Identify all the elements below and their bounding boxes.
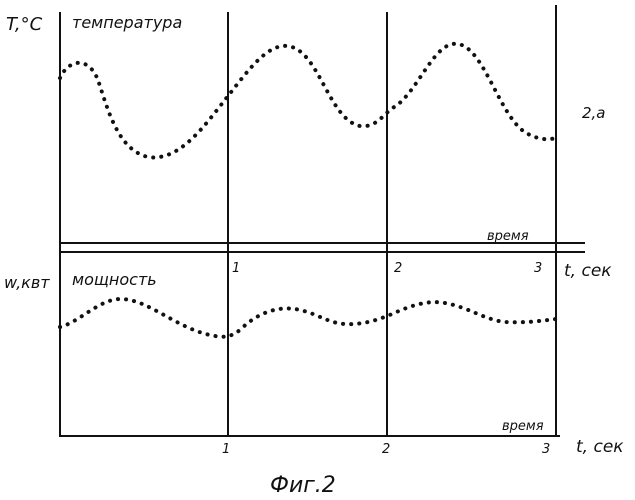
top-tick-2: 2: [394, 261, 402, 276]
top-y-axis-label: T,°C: [6, 14, 43, 35]
bottom-panel-title: мощность: [72, 270, 157, 289]
bottom-tick-2: 2: [382, 442, 390, 457]
top-time-axis-label: время: [487, 229, 529, 244]
temperature-curve-label: 2,а: [582, 104, 606, 122]
power-curve: [60, 299, 556, 337]
top-panel-title: температура: [72, 13, 182, 32]
bottom-time-axis-label: время: [502, 419, 544, 434]
temperature-curve: [60, 44, 556, 158]
top-t-unit-label: t, сек: [564, 261, 612, 281]
bottom-y-axis-label: w,квт: [4, 273, 50, 292]
top-tick-3: 3: [534, 261, 542, 276]
bottom-tick-3: 3: [542, 442, 550, 457]
bottom-t-unit-label: t, сек: [576, 437, 624, 457]
bottom-tick-1: 1: [222, 442, 230, 457]
figure-caption: Фиг.2: [270, 473, 336, 498]
top-tick-1: 1: [232, 261, 240, 276]
